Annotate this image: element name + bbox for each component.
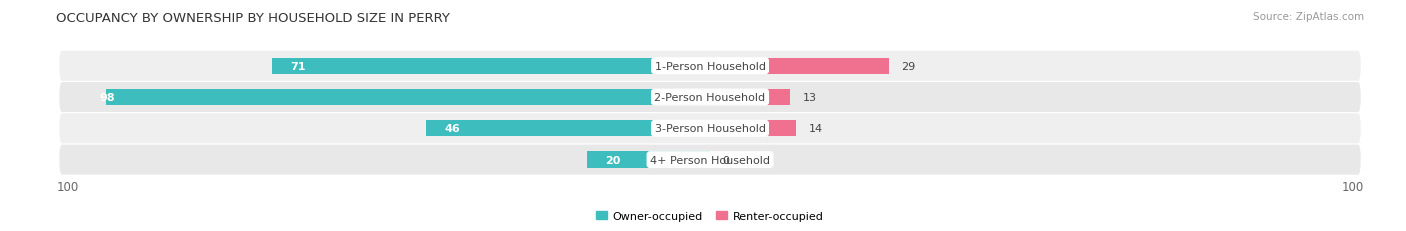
Text: 4+ Person Household: 4+ Person Household xyxy=(650,155,770,165)
Text: 20: 20 xyxy=(605,155,620,165)
Bar xyxy=(586,152,710,168)
Text: 14: 14 xyxy=(808,124,823,134)
Text: Source: ZipAtlas.com: Source: ZipAtlas.com xyxy=(1253,12,1364,21)
Text: 29: 29 xyxy=(901,61,915,71)
Text: 13: 13 xyxy=(803,93,817,103)
FancyBboxPatch shape xyxy=(59,83,1361,112)
Text: 100: 100 xyxy=(56,180,79,193)
Text: 98: 98 xyxy=(100,93,115,103)
FancyBboxPatch shape xyxy=(59,114,1361,144)
Bar xyxy=(710,58,889,75)
Text: 71: 71 xyxy=(291,61,307,71)
Text: OCCUPANCY BY OWNERSHIP BY HOUSEHOLD SIZE IN PERRY: OCCUPANCY BY OWNERSHIP BY HOUSEHOLD SIZE… xyxy=(56,12,450,24)
Text: 1-Person Household: 1-Person Household xyxy=(655,61,765,71)
Bar xyxy=(710,89,790,106)
Text: 46: 46 xyxy=(444,124,461,134)
Legend: Owner-occupied, Renter-occupied: Owner-occupied, Renter-occupied xyxy=(592,207,828,225)
Text: 100: 100 xyxy=(1341,180,1364,193)
Text: 3-Person Household: 3-Person Household xyxy=(655,124,765,134)
Text: 2-Person Household: 2-Person Household xyxy=(654,93,766,103)
Bar xyxy=(105,89,710,106)
FancyBboxPatch shape xyxy=(59,52,1361,81)
FancyBboxPatch shape xyxy=(59,145,1361,175)
Bar xyxy=(273,58,710,75)
Bar xyxy=(710,121,796,137)
Text: 0: 0 xyxy=(723,155,730,165)
Bar xyxy=(426,121,710,137)
